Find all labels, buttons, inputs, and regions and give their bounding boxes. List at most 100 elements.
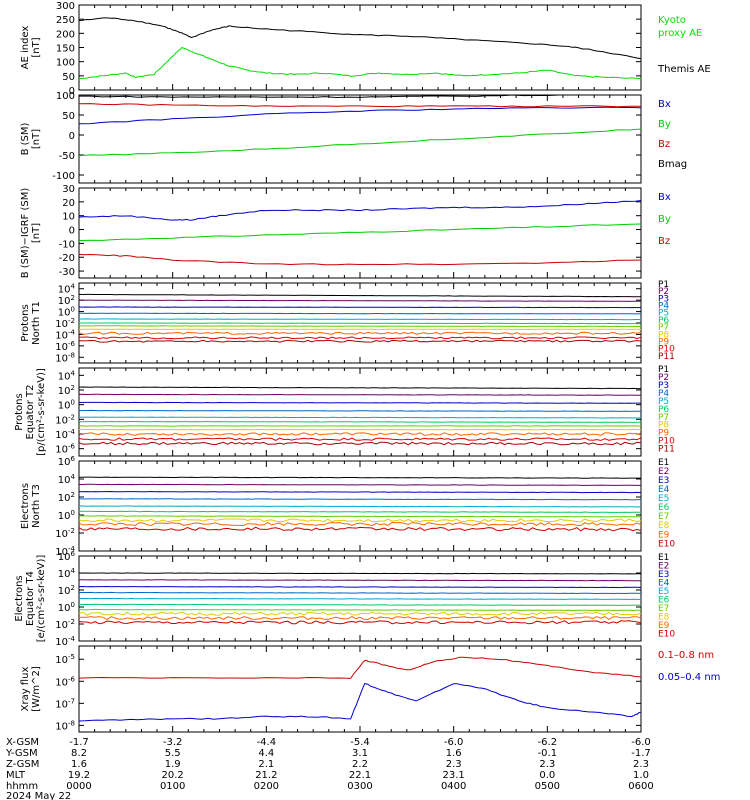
orbit-value: -3.2 xyxy=(163,737,183,748)
legend-label: E2 xyxy=(658,561,669,571)
y-axis-label: [e/(cm²-s-sr-keV)] xyxy=(36,555,47,643)
panel-3 xyxy=(78,187,642,279)
legend-label: P1 xyxy=(658,280,669,290)
legend-label: P9 xyxy=(658,429,669,439)
orbit-row-label: Y-GSM xyxy=(5,748,38,759)
orbit-value: 4.4 xyxy=(258,748,274,759)
series-line-e6 xyxy=(78,603,642,606)
series-line-e9 xyxy=(78,616,642,621)
legend-label: Bz xyxy=(658,139,670,150)
y-tick-label: 10 xyxy=(62,212,75,223)
legend-label: E7 xyxy=(658,512,669,522)
series-line-0-05-0-4-nm xyxy=(78,683,642,722)
series-line-p1 xyxy=(78,386,641,390)
y-axis-label: [W/m^2] xyxy=(31,666,42,712)
series-line-bx xyxy=(78,106,642,125)
series-line-e7 xyxy=(78,608,641,612)
series-line-e7 xyxy=(78,515,641,518)
orbit-value: 2.1 xyxy=(258,759,274,770)
series-line-p5 xyxy=(79,318,642,321)
legend-label: By xyxy=(658,119,671,130)
legend-label: P7 xyxy=(658,413,669,423)
y-axis-label: North T3 xyxy=(31,484,42,528)
orbit-value: -6.2 xyxy=(538,737,558,748)
orbit-value: 23.1 xyxy=(443,770,465,781)
panel-5 xyxy=(78,367,642,457)
series-line-themis-ae xyxy=(78,17,642,60)
orbit-value: 0300 xyxy=(347,781,372,792)
y-tick-label: -10 xyxy=(59,239,75,250)
y-tick-label: 50 xyxy=(62,111,75,122)
series-line-e3 xyxy=(78,585,642,589)
series-line-0-1-0-8-nm xyxy=(78,656,642,679)
series-line-p5 xyxy=(78,416,642,419)
y-tick-label: -100 xyxy=(52,171,75,182)
legend-label: By xyxy=(658,214,671,225)
y-tick-label: 102 xyxy=(58,384,75,397)
series-line-p10 xyxy=(78,437,642,441)
series-line-bmag xyxy=(79,94,641,99)
y-tick-label: 100 xyxy=(58,399,75,412)
legend-label: E4 xyxy=(658,485,670,495)
y-axis-label: B (SM) xyxy=(20,122,31,155)
y-axis-label: AE index xyxy=(20,26,31,70)
y-tick-label: 100 xyxy=(58,306,75,319)
orbit-value: -5.4 xyxy=(350,737,370,748)
y-tick-label: 0 xyxy=(69,226,75,237)
series-line-bz xyxy=(78,103,641,108)
series-line-p1 xyxy=(78,293,641,298)
series-line-by xyxy=(78,128,642,157)
y-axis-label: Electrons xyxy=(20,483,31,529)
panel-frame xyxy=(78,4,642,91)
legend-label: P1 xyxy=(658,365,669,375)
orbit-value: 2.3 xyxy=(633,759,649,770)
legend-label: P6 xyxy=(658,405,669,415)
series-line-p2 xyxy=(78,393,641,396)
orbit-row-label: hhmm xyxy=(6,781,38,792)
y-tick-label: 10-2 xyxy=(55,413,75,426)
legend-label: P11 xyxy=(658,352,675,362)
series-line-e10 xyxy=(78,526,642,532)
y-tick-label: 106 xyxy=(58,455,76,468)
y-axis-label: [p/(cm²-s-sr-keV)] xyxy=(36,368,47,456)
legend-label: P5 xyxy=(658,397,669,407)
legend-label: Bx xyxy=(658,192,671,203)
y-tick-label: 20 xyxy=(62,198,75,209)
legend-label: P3 xyxy=(658,294,669,304)
orbit-value: -0.1 xyxy=(538,748,558,759)
series-line-e8 xyxy=(78,518,642,523)
y-tick-label: 104 xyxy=(58,369,76,382)
y-tick-label: 50 xyxy=(62,72,75,83)
date-label: 2024 May 22 xyxy=(6,791,71,800)
orbit-value: -1.7 xyxy=(69,737,89,748)
orbit-value: 1.0 xyxy=(633,770,649,781)
panel-6 xyxy=(78,460,642,552)
y-tick-label: 100 xyxy=(58,601,75,614)
series-line-p10 xyxy=(78,336,642,340)
series-line-p9 xyxy=(78,432,642,436)
legend-label: P7 xyxy=(658,323,669,333)
legend-label: P9 xyxy=(658,337,669,347)
legend-label: P2 xyxy=(658,287,669,297)
legend-label: P3 xyxy=(658,381,669,391)
orbit-row-label: MLT xyxy=(6,770,26,781)
y-tick-label: 10-8 xyxy=(55,351,75,364)
y-tick-label: 10-5 xyxy=(55,653,75,666)
series-line-e3 xyxy=(78,490,642,494)
series-line-e4 xyxy=(79,591,642,595)
series-line-bz xyxy=(78,253,642,266)
series-line-e6 xyxy=(78,510,641,513)
legend-label: 0.05–0.4 nm xyxy=(658,672,720,683)
series-line-e1 xyxy=(79,476,641,479)
orbit-value: 1.9 xyxy=(165,759,181,770)
legend-label: P4 xyxy=(658,389,669,399)
y-tick-label: 104 xyxy=(58,283,76,296)
y-tick-label: 104 xyxy=(58,567,76,580)
y-tick-label: 0 xyxy=(69,131,75,142)
panel-4 xyxy=(78,282,642,364)
legend-label: E2 xyxy=(658,467,669,477)
legend-label: 0.1–0.8 nm xyxy=(658,650,714,661)
y-tick-label: 10-4 xyxy=(55,428,75,441)
legend-label: E3 xyxy=(658,476,669,486)
orbit-value: 0000 xyxy=(66,781,91,792)
